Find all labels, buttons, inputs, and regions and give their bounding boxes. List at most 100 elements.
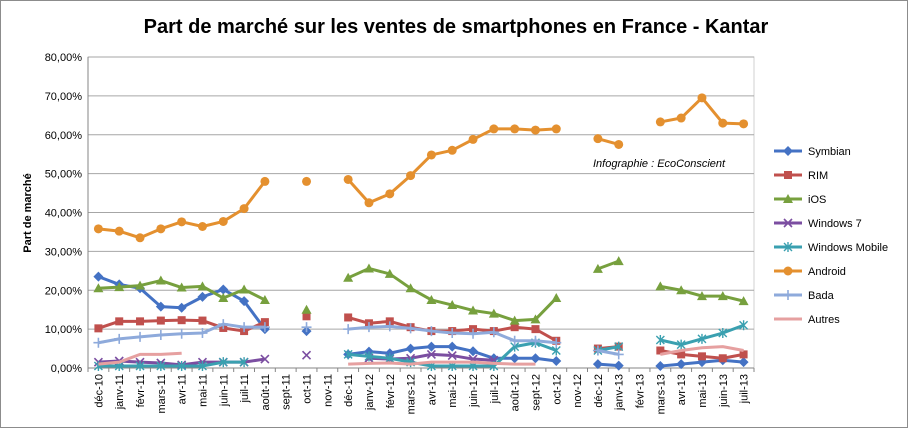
x-tick-label: avr-13 [676,374,688,405]
data-point [426,349,436,359]
data-point [197,361,207,372]
y-tick-label: 80,00% [45,52,83,64]
data-point [155,301,166,312]
data-point [551,293,562,303]
data-point [655,281,666,291]
data-point [655,335,665,346]
data-point [655,361,666,372]
data-point [301,304,312,314]
series-ios [93,256,749,325]
data-point [384,268,395,278]
data-point [696,291,707,301]
data-point [177,316,186,325]
data-point [426,326,437,337]
x-tick-label: févr-12 [385,374,397,408]
data-point [239,322,250,333]
data-point [93,337,104,348]
data-point [592,263,603,273]
series-line [98,360,245,368]
y-tick-label: 50,00% [45,169,83,181]
legend-item: Autres [774,314,840,326]
series-line [98,351,182,366]
data-point [302,176,312,186]
data-point [197,328,208,339]
data-point [592,359,603,370]
y-tick-label: 60,00% [45,130,83,142]
data-point [218,319,229,330]
data-point [613,360,624,371]
data-point [510,323,519,332]
data-point [218,357,228,368]
data-point [468,305,479,315]
data-point [239,284,250,294]
series-autres [98,345,744,366]
data-point [260,318,269,327]
data-point [156,316,165,325]
data-point [115,317,124,326]
data-point [656,346,665,355]
x-tick-label: juin-13 [718,374,730,408]
x-tick-label: juil-12 [489,374,501,404]
data-point [697,352,706,361]
legend-label: Windows 7 [808,218,862,230]
data-point [676,113,686,123]
data-point [343,349,353,360]
data-point [176,302,187,313]
data-point [364,351,374,362]
y-axis-label: Part de marché [22,173,34,252]
data-point [592,345,603,356]
data-point [783,290,793,300]
data-point [135,233,145,243]
legend-label: Autres [808,314,840,326]
legend-label: Android [808,266,846,278]
data-point [405,283,416,293]
legend: Symbian RIM iOS Windows 7 Windows Mobile Andr… [774,146,888,326]
data-point [385,317,394,326]
y-tick-label: 30,00% [45,246,83,258]
x-tick-label: mai-12 [447,374,459,408]
data-point [739,119,749,129]
data-point [593,134,603,144]
legend-item: Bada [774,290,835,302]
x-tick-label: juil-11 [239,374,251,404]
data-point [530,125,540,135]
data-point [405,343,416,354]
legend-item: Windows Mobile [774,242,888,254]
data-point [405,323,416,334]
data-point [197,221,207,231]
data-point [406,171,416,181]
data-point [363,263,374,273]
data-point [510,124,520,134]
x-tick-label: déc-10 [93,374,105,408]
data-point [136,317,145,326]
x-tick-label: janv-12 [364,374,376,411]
x-tick-label: nov-11 [322,374,334,407]
axes: 0,00% 10,00% 20,00% 30,00% 40,00% 50,00% 60,00… [45,52,755,414]
data-point [155,275,166,285]
data-point [509,335,520,346]
data-point [426,294,437,304]
x-tick-label: mars-12 [406,374,418,414]
data-point [783,242,793,252]
data-point [447,328,458,339]
data-point [218,284,229,295]
data-point [783,194,793,203]
data-point [155,329,166,340]
series-line [348,360,536,366]
data-point [738,357,749,368]
data-point [426,341,437,352]
data-point [718,328,728,339]
legend-item: RIM [774,170,828,182]
data-point [218,293,229,303]
data-point [784,171,792,179]
data-point [718,354,727,363]
x-tick-label: mai-13 [697,374,709,408]
data-point [301,350,312,360]
data-point [697,93,707,103]
data-point [93,224,103,234]
data-point [613,256,624,266]
y-tick-label: 20,00% [45,285,83,297]
data-point [343,174,353,184]
data-point [468,134,478,144]
